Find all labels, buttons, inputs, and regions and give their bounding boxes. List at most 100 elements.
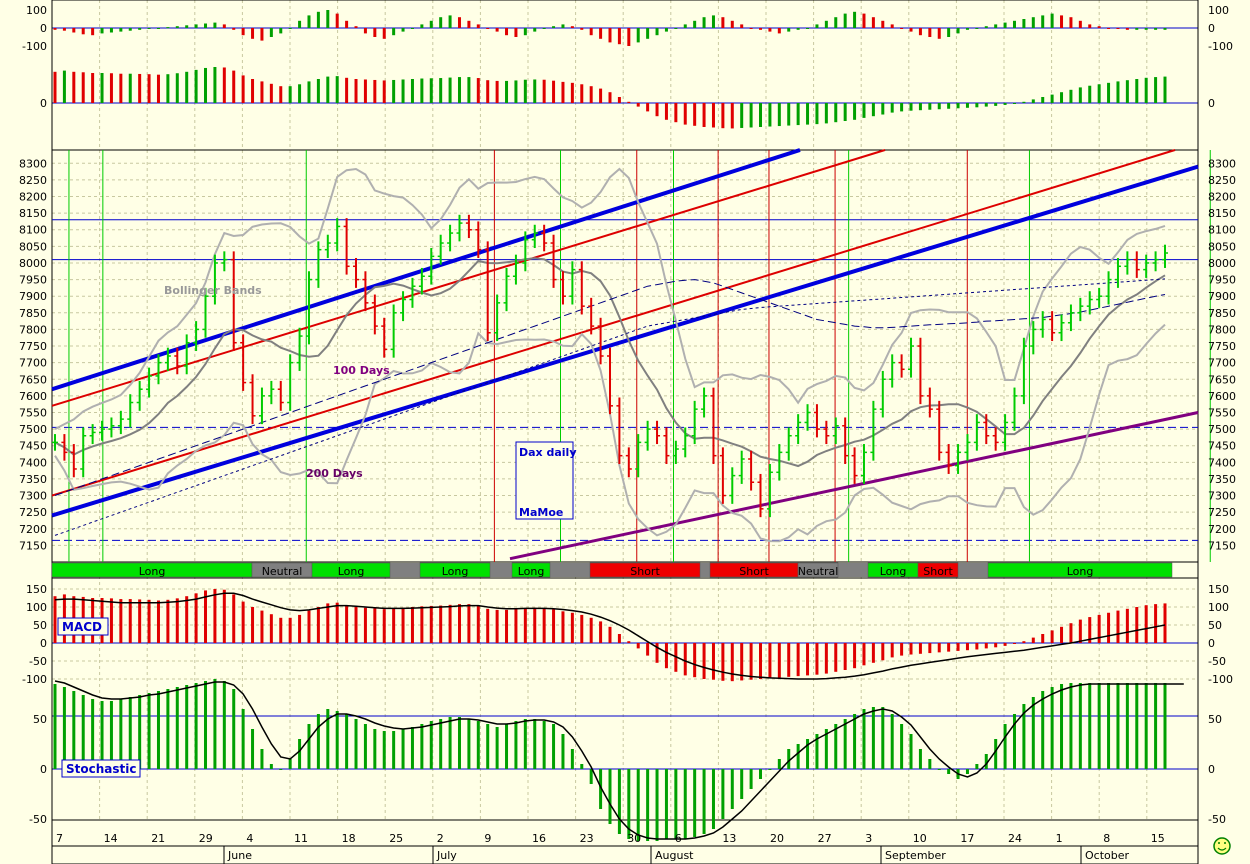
stochastic-bar (213, 679, 217, 769)
osc2-bar (523, 79, 527, 103)
osc1-bar (956, 28, 960, 34)
price-tick-label-right: 7250 (1208, 506, 1236, 519)
osc2-bar (1088, 85, 1092, 103)
macd-tick-label-left: -100 (22, 673, 47, 686)
x-day-tick-label: 21 (151, 832, 165, 845)
osc2-bar (730, 103, 734, 129)
osc1-bar (693, 20, 697, 28)
osc2-bar (702, 103, 706, 127)
stoch-tick-label-right: 0 (1208, 763, 1215, 776)
osc2-bar (721, 103, 725, 129)
macd-histogram-bar (1154, 604, 1158, 643)
osc1-bar (457, 17, 461, 28)
osc2-bar (100, 73, 104, 103)
macd-histogram-bar (495, 609, 499, 643)
stochastic-bar (72, 691, 76, 769)
stochastic-bar (260, 749, 264, 769)
osc2-bar (890, 103, 894, 113)
price-tick-label-left: 7750 (19, 340, 47, 353)
macd-histogram-bar (232, 594, 236, 643)
macd-histogram-bar (1144, 605, 1148, 643)
macd-histogram-bar (401, 607, 405, 643)
stochastic-bar (410, 727, 414, 769)
osc1-bar (363, 28, 367, 34)
osc1-bar (382, 28, 386, 39)
stochastic-bar (796, 744, 800, 769)
chart-title: Dax daily (519, 446, 577, 459)
osc1-bar (100, 28, 104, 34)
stochastic-bar (109, 701, 113, 769)
osc1-bar (241, 28, 245, 36)
stochastic-bar (382, 731, 386, 769)
osc2-bar (768, 103, 772, 127)
macd-histogram-bar (335, 602, 339, 643)
macd-histogram-bar (994, 643, 998, 648)
stochastic-bar (241, 709, 245, 769)
macd-histogram-bar (702, 643, 706, 679)
macd-tick-label-right: 0 (1208, 637, 1215, 650)
osc2-bar (683, 103, 687, 125)
stochastic-bar (627, 769, 631, 839)
price-tick-label-left: 8300 (19, 157, 47, 170)
osc2-bar (608, 92, 612, 103)
regime-label: Neutral (798, 565, 839, 578)
price-tick-label-right: 7800 (1208, 323, 1236, 336)
regime-label: Long (139, 565, 166, 578)
macd-tick-label-right: 100 (1208, 601, 1229, 614)
osc2-bar (138, 73, 142, 103)
macd-histogram-bar (467, 604, 471, 643)
stochastic-bar (1088, 683, 1092, 769)
osc-tick-label-left: -100 (22, 40, 47, 53)
macd-histogram-bar (580, 614, 584, 643)
macd-histogram-bar (749, 643, 753, 680)
macd-histogram-bar (787, 643, 791, 677)
stochastic-bar (373, 729, 377, 769)
stochastic-bar (693, 769, 697, 837)
x-day-tick-label: 7 (56, 832, 63, 845)
osc1-bar (288, 28, 292, 29)
macd-histogram-bar (486, 608, 490, 643)
osc1-bar (345, 20, 349, 28)
osc1-bar (871, 17, 875, 28)
osc1-bar (410, 28, 414, 29)
chart-author: MaMoe (519, 506, 563, 519)
stochastic-panel (53, 679, 1184, 841)
x-day-tick-label: 4 (246, 832, 253, 845)
stochastic-bar (975, 764, 979, 769)
stochastic-bar (617, 769, 621, 834)
macd-histogram-bar (505, 609, 509, 643)
x-day-tick-label: 17 (960, 832, 974, 845)
osc1-bar (1022, 19, 1026, 28)
smiley-icon[interactable] (1213, 837, 1231, 855)
osc2-bar (241, 75, 245, 103)
osc1-bar (185, 25, 189, 28)
osc1-bar (937, 28, 941, 39)
osc2-bar (62, 70, 66, 103)
osc1-bar (335, 13, 339, 28)
macd-histogram-bar (815, 643, 819, 675)
osc1-bar (495, 28, 499, 32)
stochastic-bar (1154, 683, 1158, 769)
stochastic-bar (457, 717, 461, 769)
x-day-tick-label: 16 (532, 832, 546, 845)
macd-histogram-bar (222, 589, 226, 643)
x-day-tick-label: 18 (342, 832, 356, 845)
osc2-bar (204, 67, 208, 103)
osc2-bar (495, 80, 499, 103)
macd-histogram-bar (928, 643, 932, 654)
osc1-bar (909, 28, 913, 32)
osc1-bar (1163, 28, 1167, 30)
osc1-bar (523, 28, 527, 36)
osc1-bar (81, 28, 85, 35)
osc1-bar (260, 28, 264, 41)
osc2-bar (947, 103, 951, 109)
price-tick-label-right: 7700 (1208, 357, 1236, 370)
stochastic-bar (392, 731, 396, 769)
osc2-bar (429, 78, 433, 103)
osc2-bar (806, 103, 810, 125)
osc1-bar (1003, 22, 1007, 28)
osc2-bar (1125, 80, 1129, 103)
price-tick-label-right: 7200 (1208, 523, 1236, 536)
osc1-bar (420, 24, 424, 28)
osc1-bar (862, 13, 866, 28)
